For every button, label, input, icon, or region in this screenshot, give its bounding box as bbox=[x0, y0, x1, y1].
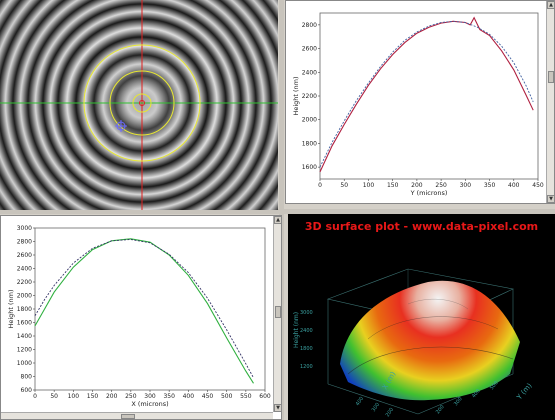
scroll-up-icon[interactable]: ▲ bbox=[274, 216, 281, 224]
y-profile-chart-panel: 1600 1800 2000 2200 2400 2600 2800 0 50 100 150 200… bbox=[285, 0, 555, 204]
svg-text:300: 300 bbox=[453, 396, 464, 407]
surface-contour bbox=[407, 298, 469, 310]
y-tick-label: 1200 bbox=[17, 347, 32, 354]
scroll-up-icon[interactable]: ▲ bbox=[547, 1, 554, 9]
svg-text:1200: 1200 bbox=[300, 364, 313, 370]
x-tick-label: 250 bbox=[435, 182, 447, 189]
x-tick-label: 450 bbox=[202, 393, 214, 400]
x-tick-label: 350 bbox=[163, 393, 175, 400]
middle-analysis-circle[interactable] bbox=[109, 70, 175, 136]
svg-text:1800: 1800 bbox=[300, 346, 313, 352]
fit-curve bbox=[319, 20, 534, 168]
svg-text:400: 400 bbox=[471, 388, 482, 399]
x-tick-label: 100 bbox=[68, 393, 80, 400]
interferogram-image[interactable] bbox=[0, 0, 278, 210]
plot-area bbox=[34, 227, 266, 391]
y-tick-label: 2400 bbox=[302, 69, 317, 76]
y-tick-label: 2800 bbox=[17, 239, 32, 246]
y-tick-label: 2600 bbox=[17, 252, 32, 259]
y-tick-label: 2000 bbox=[302, 117, 317, 124]
svg-text:2400: 2400 bbox=[300, 328, 313, 334]
y-tick-label: 1800 bbox=[17, 306, 32, 313]
x-tick-label: 50 bbox=[50, 393, 58, 400]
x-tick-label: 150 bbox=[387, 182, 399, 189]
y-tick-label: 2400 bbox=[17, 266, 32, 273]
y-tick-label: 1600 bbox=[17, 320, 32, 327]
x-tick-label: 400 bbox=[508, 182, 520, 189]
surface-mesh bbox=[340, 280, 520, 401]
svg-text:400: 400 bbox=[355, 396, 365, 407]
outer-analysis-circle[interactable] bbox=[83, 44, 201, 162]
y-tick-label: 800 bbox=[21, 374, 33, 381]
y-profile-chart: 1600 1800 2000 2200 2400 2600 2800 0 50 100 150 200… bbox=[292, 12, 544, 197]
y-tick-label: 600 bbox=[21, 387, 33, 394]
x-profile-hscrollbar[interactable] bbox=[1, 412, 273, 419]
svg-text:300: 300 bbox=[371, 402, 381, 413]
x-tick-label: 550 bbox=[240, 393, 252, 400]
x-tick-label: 350 bbox=[484, 182, 496, 189]
x-tick-label: 600 bbox=[259, 393, 271, 400]
y-tick-label: 1000 bbox=[17, 360, 32, 367]
x-tick-label: 200 bbox=[411, 182, 423, 189]
y-tick-label: 2200 bbox=[302, 93, 317, 100]
surface-plot-panel[interactable]: 3D surface plot - www.data-pixel.com bbox=[288, 214, 555, 420]
x-axis-label: X (microns) bbox=[131, 400, 168, 408]
center-marker[interactable] bbox=[139, 100, 145, 106]
scroll-thumb[interactable] bbox=[548, 71, 554, 83]
measured-profile-line bbox=[34, 238, 254, 384]
surface-contour bbox=[367, 316, 499, 340]
x-tick-label: 50 bbox=[340, 182, 348, 189]
y-axis-label: Height (nm) bbox=[7, 289, 15, 328]
x-tick-label: 100 bbox=[363, 182, 375, 189]
svg-text:200: 200 bbox=[435, 404, 446, 415]
x-tick-label: 200 bbox=[106, 393, 118, 400]
x-tick-label: 300 bbox=[460, 182, 472, 189]
x-tick-label: 0 bbox=[33, 393, 37, 400]
y-tick-label: 1400 bbox=[17, 333, 32, 340]
y-tick-label: 2600 bbox=[302, 46, 317, 53]
measured-profile-line bbox=[319, 16, 534, 173]
x-tick-label: 250 bbox=[125, 393, 137, 400]
crosshair-handle-icon[interactable] bbox=[115, 120, 127, 132]
x-profile-chart-panel: 600 800 1000 1200 1400 1600 1800 2000 2200 2400 26… bbox=[0, 215, 282, 420]
plot-area bbox=[319, 12, 539, 180]
hscroll-thumb[interactable] bbox=[121, 414, 135, 419]
svg-text:Height (nm): Height (nm) bbox=[293, 312, 300, 348]
y-tick-label: 1800 bbox=[302, 140, 317, 147]
x-axis-label: Y (microns) bbox=[410, 189, 448, 197]
svg-text:3000: 3000 bbox=[300, 310, 313, 316]
svg-text:500: 500 bbox=[489, 380, 500, 391]
x-tick-label: 450 bbox=[532, 182, 544, 189]
y-tick-label: 2000 bbox=[17, 293, 32, 300]
y-tick-label: 2200 bbox=[17, 279, 32, 286]
x-tick-label: 400 bbox=[183, 393, 195, 400]
scroll-down-icon[interactable]: ▼ bbox=[547, 195, 554, 203]
fit-curve bbox=[34, 239, 254, 379]
surface-plot-title: 3D surface plot - www.data-pixel.com bbox=[304, 220, 539, 233]
x-tick-label: 0 bbox=[318, 182, 322, 189]
x-tick-label: 300 bbox=[144, 393, 156, 400]
interferogram-view[interactable] bbox=[0, 0, 278, 210]
y-tick-label: 2800 bbox=[302, 22, 317, 29]
x-profile-chart: 6008001000120014001600180020002200240026… bbox=[7, 225, 271, 408]
scroll-down-icon[interactable]: ▼ bbox=[274, 404, 281, 412]
svg-text:200: 200 bbox=[385, 407, 395, 418]
horizontal-splitter[interactable] bbox=[0, 209, 555, 214]
inner-analysis-circle[interactable] bbox=[132, 93, 152, 113]
y-tick-label: 1600 bbox=[302, 164, 317, 171]
surface-z-axis: 3000 2400 1800 1200 Height (nm) bbox=[293, 310, 313, 370]
svg-text:Y (m): Y (m) bbox=[515, 382, 534, 403]
x-profile-vscrollbar[interactable]: ▲ ▼ bbox=[273, 216, 281, 412]
x-tick-label: 150 bbox=[87, 393, 99, 400]
y-profile-scrollbar[interactable]: ▲ ▼ bbox=[546, 1, 554, 203]
y-tick-label: 3000 bbox=[17, 225, 32, 232]
surface-contour bbox=[347, 346, 514, 375]
x-tick-label: 500 bbox=[221, 393, 233, 400]
surface-plot-image[interactable]: 3000 2400 1800 1200 Height (nm) 400 300 200… bbox=[288, 214, 555, 420]
y-axis-label: Height (nm) bbox=[292, 76, 300, 115]
scroll-thumb[interactable] bbox=[275, 306, 281, 318]
